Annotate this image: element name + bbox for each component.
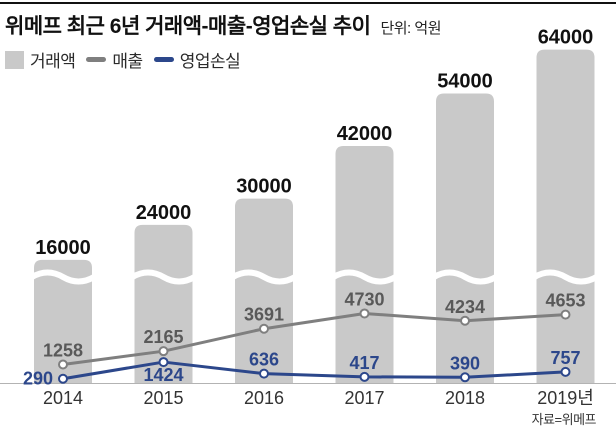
legend-label-gmv: 거래액 <box>30 52 76 71</box>
axis-break-wave-2015 <box>129 269 198 285</box>
revenue-value-label-2014: 1258 <box>43 341 83 361</box>
axis-break-wave-2019년 <box>531 269 600 285</box>
legend-label-revenue: 매출 <box>112 52 143 71</box>
revenue-value-label-2017: 4730 <box>344 289 384 309</box>
gmv-value-label-2016: 30000 <box>236 176 292 198</box>
loss-value-label-2017: 417 <box>349 353 379 373</box>
x-axis-label-2017: 2017 <box>344 388 384 408</box>
x-axis-label-2016: 2016 <box>244 388 284 408</box>
legend-item-gmv: 거래액 <box>5 47 76 72</box>
chart-title: 위메프 최근 6년 거래액-매출-영업손실 추이 <box>5 15 371 38</box>
x-axis-label-2015: 2015 <box>143 388 183 408</box>
loss-point-2019년 <box>560 366 571 377</box>
loss-point-2014 <box>58 373 68 384</box>
axis-break-wave-2017 <box>330 269 399 285</box>
revenue-point-2018 <box>460 315 470 326</box>
gmv-bar-2016 <box>235 198 293 383</box>
loss-value-label-2019년: 757 <box>550 348 580 368</box>
legend: 거래액 매출 영업손실 <box>5 47 241 72</box>
gmv-bar-2019년 <box>536 49 595 384</box>
loss-value-label-2014: 290 <box>23 369 53 389</box>
revenue-point-2016 <box>259 323 269 334</box>
revenue-value-label-2019년: 4653 <box>545 291 585 311</box>
gmv-bar-2017 <box>335 146 394 383</box>
gmv-bar-2015 <box>134 224 193 383</box>
revenue-line-swatch-icon <box>86 57 107 62</box>
axis-break-wave-2018 <box>431 269 499 285</box>
gmv-value-label-2014: 16000 <box>35 237 91 259</box>
loss-point-2015 <box>158 357 169 368</box>
gmv-bar-2014 <box>34 259 92 383</box>
loss-line <box>62 360 566 381</box>
legend-item-revenue: 매출 <box>86 47 143 72</box>
loss-value-label-2018: 390 <box>450 353 480 373</box>
revenue-value-label-2018: 4234 <box>445 297 485 317</box>
revenue-line <box>62 311 566 366</box>
revenue-value-label-2016: 3691 <box>244 305 284 325</box>
legend-item-loss: 영업손실 <box>153 47 241 72</box>
axis-break-wave-2016 <box>230 269 298 285</box>
loss-point-2018 <box>460 372 470 383</box>
axis-break-wave-2014 <box>29 269 97 285</box>
revenue-value-label-2015: 2165 <box>143 327 183 347</box>
x-axis-label-2018: 2018 <box>445 388 485 408</box>
gmv-bar-2018 <box>436 93 494 383</box>
revenue-point-2014 <box>58 359 68 370</box>
source-note: 자료=위메프 <box>531 412 597 426</box>
x-axis-label-2019년: 2019년 <box>537 388 594 408</box>
unit-label: 단위: 억원 <box>380 20 441 37</box>
revenue-point-2019년 <box>560 309 571 320</box>
gmv-value-label-2019년: 64000 <box>538 27 594 49</box>
gmv-value-label-2018: 54000 <box>437 70 493 92</box>
loss-point-2016 <box>259 368 269 379</box>
x-axis-label-2014: 2014 <box>43 388 83 408</box>
gmv-bar-swatch-icon <box>5 50 24 69</box>
header: 위메프 최근 6년 거래액-매출-영업손실 추이 단위: 억원 <box>5 10 441 40</box>
top-rule <box>0 2 616 4</box>
loss-line-swatch-icon <box>153 57 174 62</box>
legend-label-loss: 영업손실 <box>179 52 241 71</box>
revenue-point-2015 <box>158 346 169 357</box>
gmv-value-label-2015: 24000 <box>136 202 192 224</box>
revenue-point-2017 <box>359 308 370 319</box>
loss-value-label-2015: 1424 <box>143 365 183 385</box>
loss-value-label-2016: 636 <box>249 350 279 370</box>
loss-point-2017 <box>359 371 370 382</box>
gmv-value-label-2017: 42000 <box>337 123 393 145</box>
